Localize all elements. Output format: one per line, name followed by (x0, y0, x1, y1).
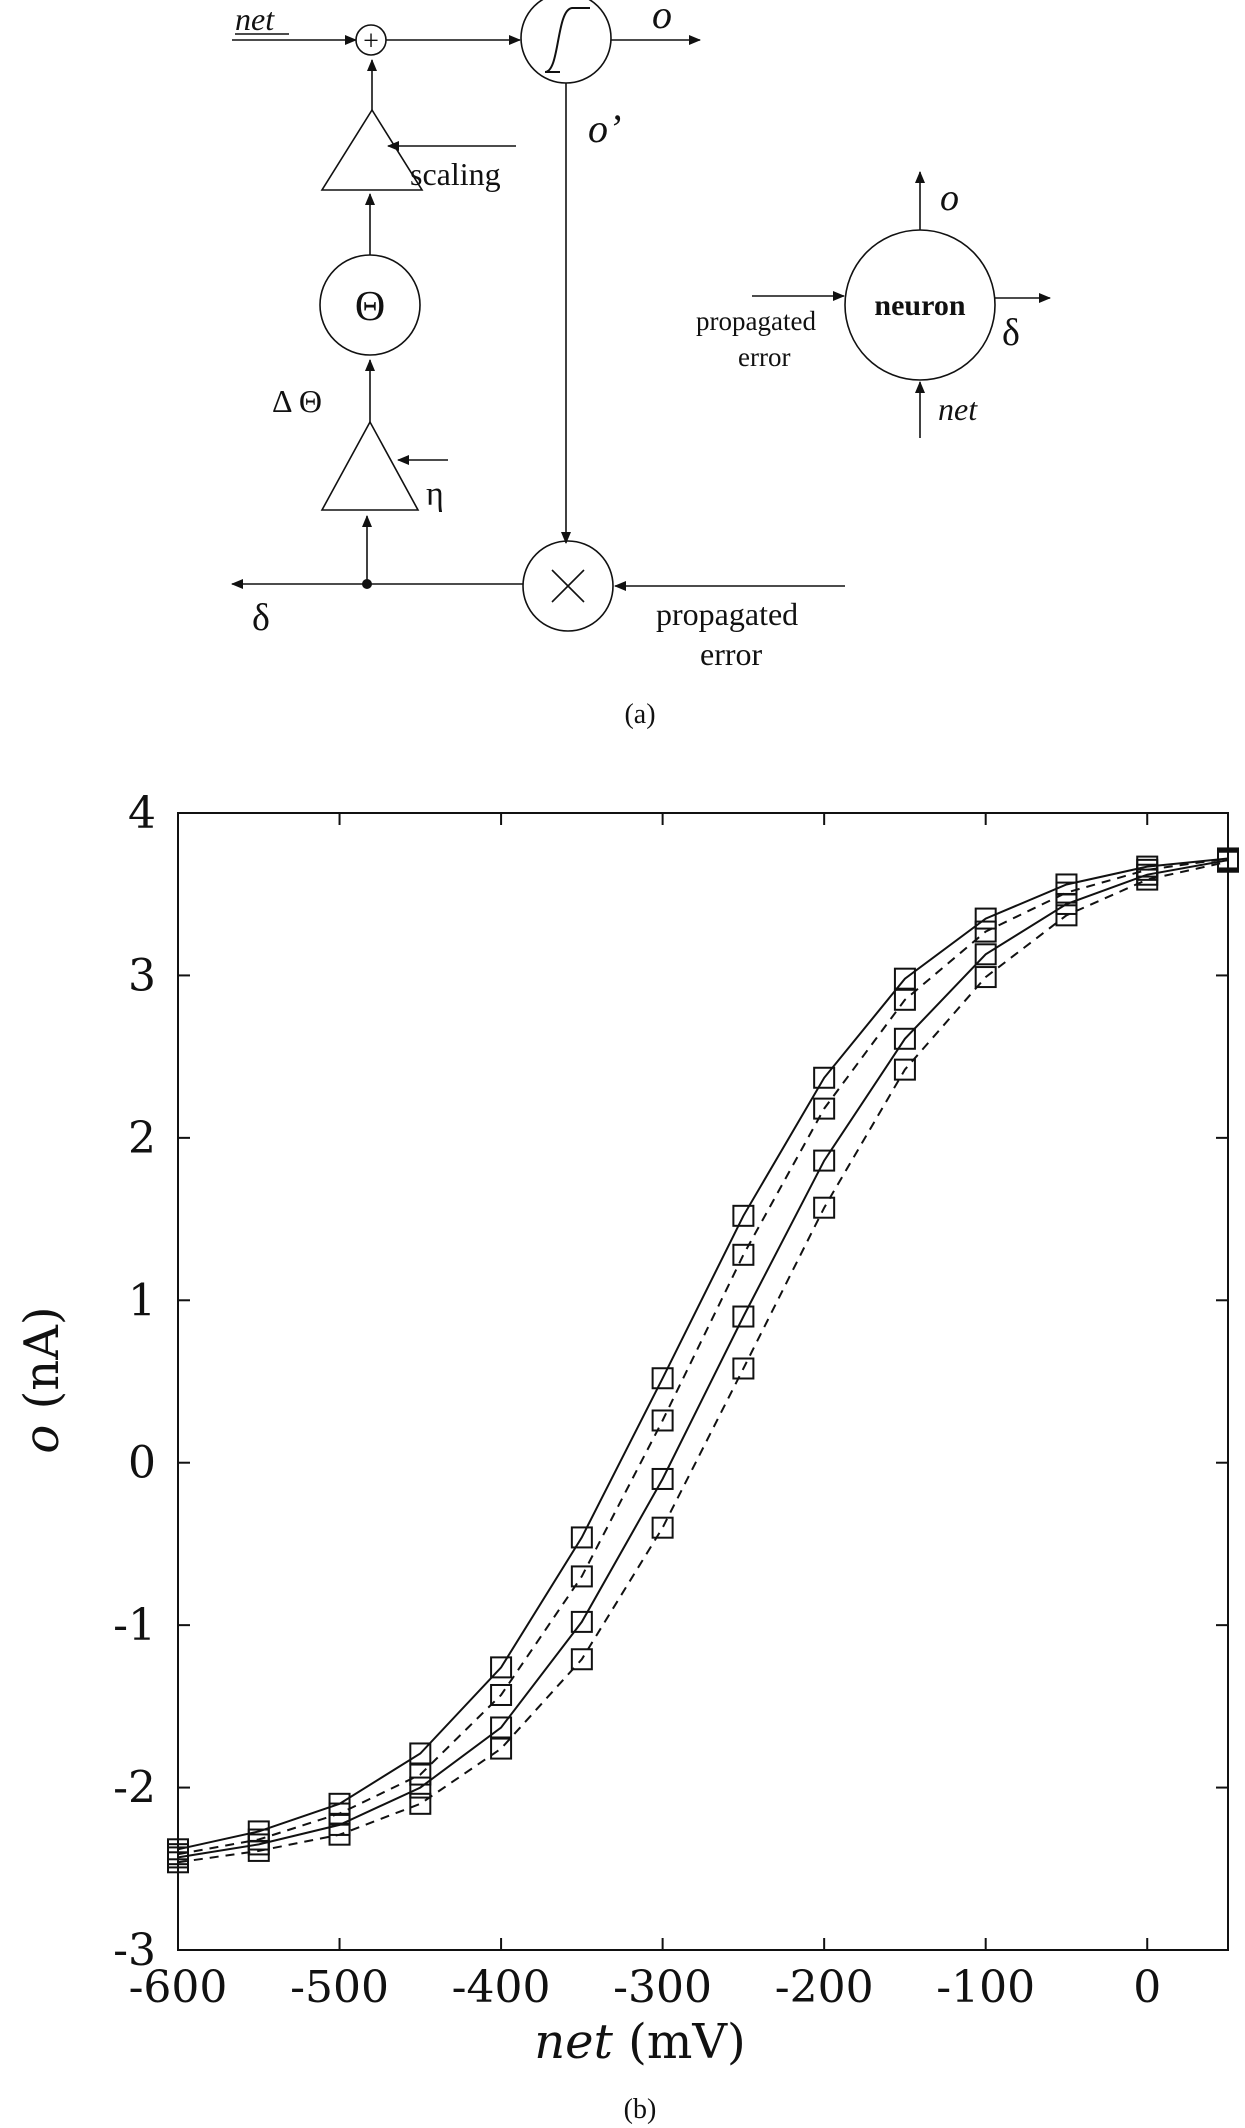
scaling-label: scaling (410, 156, 501, 192)
neuron-o-label: o (940, 177, 959, 219)
propagated-error-line1: propagated (656, 596, 798, 632)
series-3-point (893, 1027, 916, 1050)
series-2-point (1055, 881, 1078, 904)
series-lines (177, 857, 1229, 1864)
net-label: net (235, 1, 275, 37)
series-3-point (813, 1149, 836, 1172)
multiply-icon-b (551, 569, 585, 603)
series-4-point (409, 1792, 432, 1815)
neuron-label: neuron (874, 289, 965, 322)
x-tick-label: -300 (613, 1962, 712, 2013)
delta-label: δ (252, 597, 270, 639)
series-3-line (177, 859, 1229, 1859)
series-2-point (893, 988, 916, 1011)
series-1-point (409, 1742, 432, 1765)
series-2-point (974, 920, 997, 943)
series-4-point (651, 1516, 674, 1539)
series-4-point (167, 1851, 189, 1874)
y-axis-label: o (nA) (14, 1306, 70, 1453)
series-3-point (490, 1716, 513, 1739)
delta-theta-label: Δ Θ (272, 383, 322, 419)
series-1-point (570, 1526, 593, 1549)
y-tick-label: -3 (113, 1925, 156, 1976)
x-tick-label: -600 (129, 1962, 228, 2013)
series-4-line (177, 860, 1229, 1864)
eta-amplifier (320, 420, 420, 511)
series-4-point (328, 1823, 351, 1846)
x-axis-label-var: net (534, 2014, 613, 2070)
x-tick-label: -200 (775, 1962, 874, 2013)
junction-dot (362, 579, 372, 589)
series-4-point (247, 1839, 270, 1862)
o-output-label: o (652, 0, 672, 37)
sigmoid-chart: -600 -500 -400 -300 -200 -100 0 -3 -2 -1 0 1 2 3 4 net… (14, 788, 1239, 2070)
x-tick-label: 0 (1133, 1962, 1161, 2013)
series-4-point (1217, 850, 1239, 873)
series-4-point (974, 966, 997, 989)
sigmoid-icon (544, 7, 590, 73)
series-2-line (177, 857, 1229, 1856)
series-2-point (813, 1097, 836, 1120)
adder-symbol: + (363, 26, 379, 57)
y-tick-label: 3 (128, 950, 156, 1001)
y-tick-label: 1 (128, 1275, 156, 1326)
x-axis-label: net (mV) (534, 2014, 746, 2070)
series-2-point (651, 1409, 674, 1432)
series-markers (167, 847, 1239, 1874)
neuron-error-line2: error (738, 342, 790, 372)
series-3-point (974, 943, 997, 966)
series-3-point (651, 1467, 674, 1490)
series-2-point (570, 1565, 593, 1588)
series-1-point (490, 1656, 513, 1679)
series-4-point (893, 1058, 916, 1081)
axis-ticks: -600 -500 -400 -300 -200 -100 0 -3 -2 -1 0 1 2 3 4 (113, 788, 1228, 2013)
series-1-line (177, 857, 1229, 1851)
series-1-point (651, 1367, 674, 1390)
scaling-amplifier (320, 108, 424, 191)
plot-frame (177, 812, 1229, 1951)
series-3-point (570, 1610, 593, 1633)
caption-b: (b) (624, 2094, 657, 2125)
series-1-point (974, 907, 997, 930)
series-3-point (732, 1305, 755, 1328)
x-axis-label-unit: (mV) (613, 2014, 746, 2070)
o-prime-label: o’ (588, 106, 621, 151)
series-4-point (732, 1357, 755, 1380)
series-4-point (813, 1196, 836, 1219)
x-tick-label: -100 (936, 1962, 1035, 2013)
series-1-point (813, 1066, 836, 1089)
series-3-point (1055, 892, 1078, 915)
series-2-point (328, 1802, 351, 1825)
y-tick-label: 2 (128, 1113, 156, 1164)
series-4-point (490, 1737, 513, 1760)
eta-label: η (426, 476, 444, 513)
series-1-point (893, 967, 916, 990)
neuron-delta-label: δ (1002, 312, 1020, 354)
y-tick-label: 0 (128, 1438, 156, 1489)
series-4-point (570, 1648, 593, 1671)
x-tick-label: -400 (452, 1962, 551, 2013)
theta-symbol: Θ (355, 284, 385, 330)
series-1-point (732, 1204, 755, 1227)
y-axis-label-unit: (nA) (14, 1306, 70, 1424)
propagated-error-line2: error (700, 636, 763, 672)
series-2-point (490, 1683, 513, 1706)
caption-a: (a) (624, 699, 655, 730)
y-axis-label-var: o (14, 1425, 70, 1454)
y-tick-label: -2 (113, 1763, 156, 1814)
neuron-error-line1: propagated (696, 306, 816, 336)
series-2-point (732, 1243, 755, 1266)
x-tick-label: -500 (290, 1962, 389, 2013)
series-2-point (409, 1763, 432, 1786)
series-4-point (1136, 868, 1159, 891)
multiplier-node (522, 540, 614, 632)
neuron-net-label: net (938, 391, 978, 427)
y-tick-label: 4 (128, 788, 156, 839)
block-diagram: net + o o’ scaling Θ Δ Θ η (231, 0, 1051, 672)
series-4-point (1055, 904, 1078, 927)
series-3-point (409, 1776, 432, 1799)
y-tick-label: -1 (113, 1600, 156, 1651)
